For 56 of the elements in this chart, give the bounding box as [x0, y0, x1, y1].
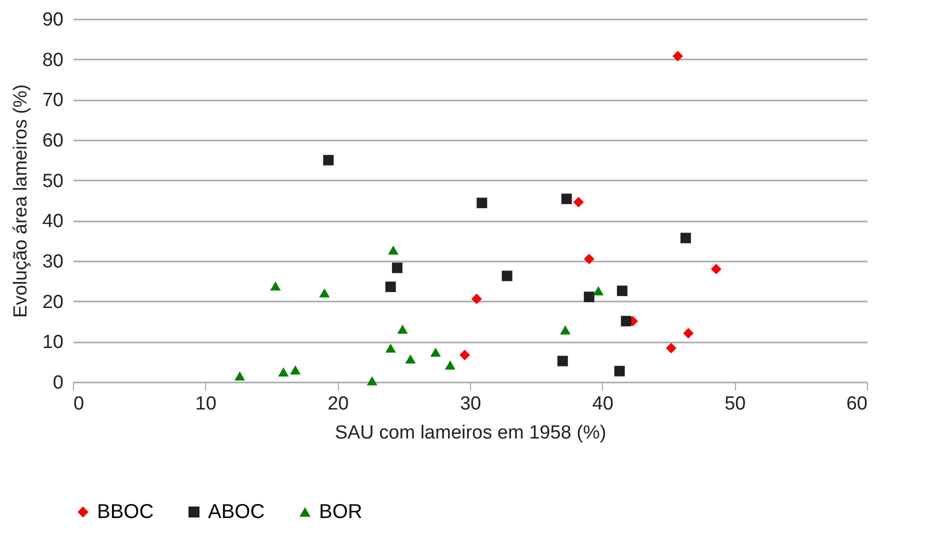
point	[593, 286, 604, 296]
point	[710, 264, 722, 274]
legend-label: ABOC	[208, 501, 265, 523]
y-tick-label: 60	[42, 130, 64, 152]
point	[397, 324, 408, 334]
point	[459, 350, 470, 360]
point	[672, 50, 684, 62]
x-tick-label: 50	[724, 394, 746, 414]
point	[620, 316, 632, 326]
y-axis-title: Evolução área lameiros (%)	[10, 84, 32, 318]
point	[234, 371, 245, 380]
point	[385, 282, 396, 292]
point	[616, 286, 628, 296]
point	[430, 348, 441, 357]
point	[392, 262, 402, 274]
point	[471, 294, 482, 304]
x-axis-title: SAU com lameiros em 1958 (%)	[334, 422, 606, 444]
point	[584, 254, 594, 264]
point	[366, 376, 378, 386]
point	[680, 232, 691, 244]
point	[683, 328, 694, 338]
legend-label: BBOC	[97, 501, 154, 523]
x-tick-label: 60	[846, 394, 868, 414]
point	[557, 356, 568, 366]
point	[476, 198, 488, 208]
x-tick-label: 40	[592, 394, 614, 414]
point	[584, 292, 594, 302]
y-tick-label: 80	[42, 50, 64, 71]
point	[614, 366, 625, 376]
x-tick-label: 30	[460, 394, 482, 414]
legend-label: BOR	[319, 501, 362, 523]
point	[278, 367, 289, 376]
point	[405, 354, 416, 364]
point	[560, 325, 571, 335]
y-tick-label: 90	[42, 10, 64, 30]
point	[290, 365, 301, 374]
y-tick-label: 50	[42, 170, 64, 192]
point	[319, 288, 330, 298]
point	[270, 281, 281, 291]
y-tick-label: 0	[52, 372, 64, 394]
x-tick-label: 0	[74, 394, 84, 414]
point	[385, 344, 396, 353]
y-tick-label: 10	[42, 332, 64, 354]
y-tick-label: 20	[42, 292, 64, 313]
x-tick-label: 10	[195, 394, 216, 414]
point	[573, 196, 584, 208]
x-tick-label: 20	[328, 394, 349, 414]
point	[388, 246, 398, 255]
point	[323, 154, 334, 166]
point	[502, 270, 512, 282]
point	[666, 342, 676, 354]
point	[444, 360, 456, 370]
y-tick-label: 30	[42, 252, 64, 272]
y-tick-label: 40	[42, 211, 64, 232]
point	[561, 194, 572, 204]
y-tick-label: 70	[42, 90, 64, 112]
